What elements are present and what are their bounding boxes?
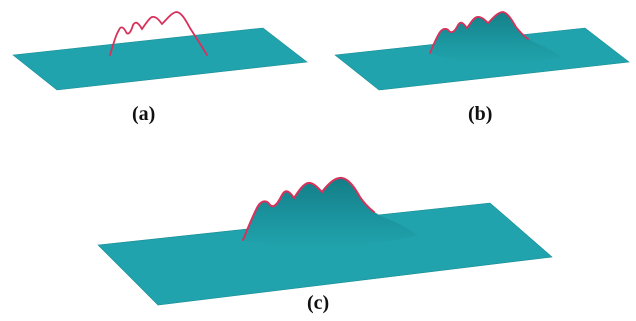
panel-b: [334, 11, 630, 91]
panel-b-curve: [429, 11, 529, 54]
panel-label-a: (a): [132, 103, 156, 125]
panel-a: [12, 11, 308, 91]
panel-c-curve: [242, 176, 375, 241]
panel-a-plane: [12, 27, 308, 91]
panel-b-mound: [430, 12, 562, 63]
panel-label-c: (c): [307, 292, 330, 314]
panel-a-curve: [109, 11, 208, 56]
panel-label-b: (b): [468, 103, 493, 125]
panel-c-mound: [243, 177, 418, 248]
panel-c: [97, 176, 553, 306]
